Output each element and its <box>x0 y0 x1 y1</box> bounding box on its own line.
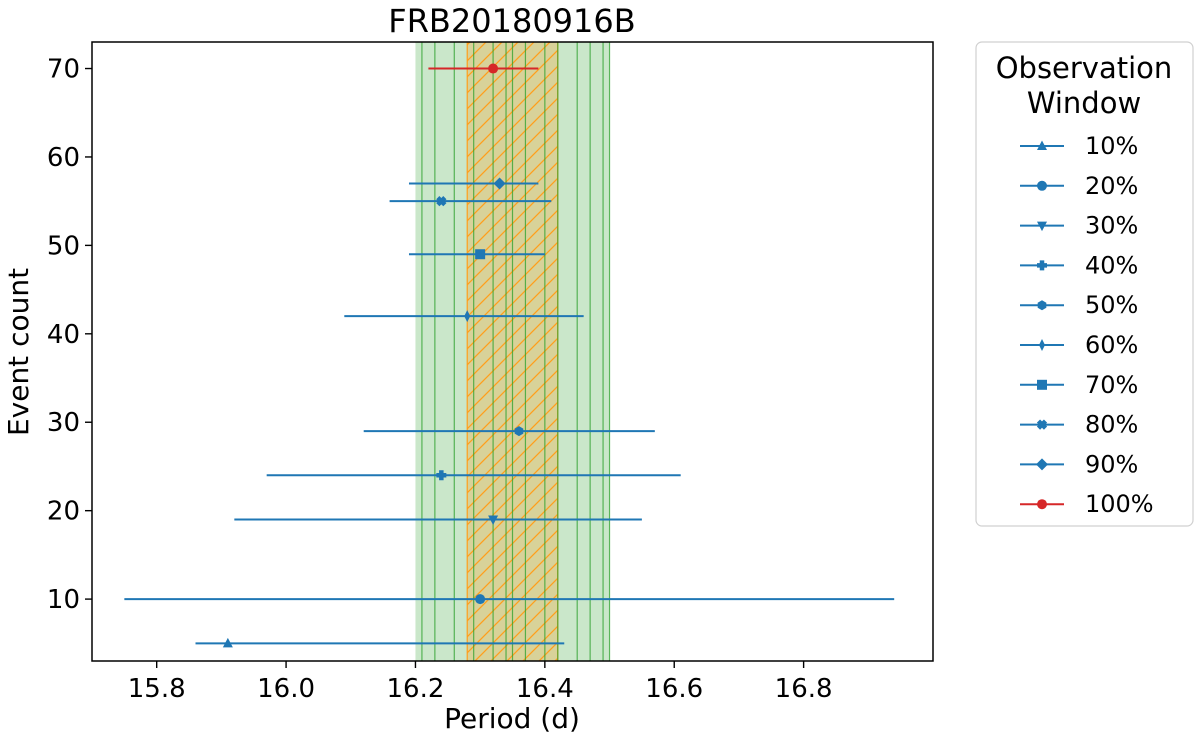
y-tick-label: 50 <box>47 231 80 261</box>
legend-entry-10pct: 10% <box>1020 132 1138 160</box>
data-point-60pct <box>464 310 471 323</box>
legend-title-line-2: Window <box>1027 86 1141 120</box>
legend-box <box>975 41 1194 527</box>
y-tick-label: 40 <box>47 320 80 350</box>
legend-entry-60pct: 60% <box>1020 331 1138 359</box>
legend-entry-30pct: 30% <box>1020 212 1138 240</box>
data-point-50pct <box>514 426 524 437</box>
legend-marker <box>1037 499 1047 510</box>
data-point-80pct <box>436 196 447 207</box>
legend-entry-20pct: 20% <box>1020 172 1138 200</box>
data-point-30pct <box>488 515 499 526</box>
legend-label: 100% <box>1085 490 1154 518</box>
data-point-10pct <box>222 637 233 648</box>
legend-entries: 10% 20% 30% 40% 50% 60% 70% 80% 90% 100% <box>1020 132 1154 518</box>
legend-marker <box>1039 339 1045 351</box>
legend-marker <box>1036 458 1048 471</box>
legend-entry-100pct: 100% <box>1020 490 1154 518</box>
legend-label: 30% <box>1085 212 1138 240</box>
y-tick-label: 10 <box>47 585 80 615</box>
data-point-40pct <box>436 470 447 481</box>
legend-marker <box>1037 180 1047 191</box>
legend-entry-40pct: 40% <box>1020 251 1138 279</box>
legend-label: 90% <box>1085 450 1138 478</box>
legend-marker <box>1037 260 1047 271</box>
y-tick-label: 20 <box>47 497 80 527</box>
x-tick-label: 16.6 <box>645 674 703 704</box>
legend-label: 60% <box>1085 331 1138 359</box>
plot-frame <box>91 41 934 662</box>
x-tick-label: 16.2 <box>387 674 445 704</box>
legend-marker <box>1037 221 1047 232</box>
x-tick-label: 15.8 <box>128 674 186 704</box>
data-point-70pct <box>475 249 486 260</box>
legend-entry-70pct: 70% <box>1020 371 1138 399</box>
x-tick-label: 16.8 <box>775 674 833 704</box>
period-bands <box>415 42 611 661</box>
chart-title: FRB20180916B <box>388 2 635 40</box>
data-point-100pct <box>488 63 499 74</box>
data-point-90pct <box>493 177 506 190</box>
x-tick-label: 16.4 <box>516 674 574 704</box>
legend: Observation Window 10% 20% 30% 40% 50% 60% 70%… <box>975 41 1194 527</box>
legend-label: 20% <box>1085 172 1138 200</box>
y-axis-ticks: 10 20 30 40 50 60 70 <box>47 55 92 615</box>
x-axis-title: Period (d) <box>444 702 580 735</box>
legend-marker-shape <box>1036 419 1048 430</box>
legend-label: 50% <box>1085 291 1138 319</box>
y-axis-title: Event count <box>2 268 35 436</box>
legend-marker <box>1037 300 1047 311</box>
legend-title-line-1: Observation <box>996 51 1173 85</box>
legend-entry-50pct: 50% <box>1020 291 1138 319</box>
legend-marker <box>1036 419 1048 430</box>
legend-entry-80pct: 80% <box>1020 411 1138 439</box>
x-axis-ticks: 15.8 16.0 16.2 16.4 16.6 16.8 <box>128 661 833 704</box>
legend-marker <box>1037 379 1047 390</box>
legend-marker <box>1037 140 1047 150</box>
data-point-80pct-shape <box>436 196 447 207</box>
legend-label: 10% <box>1085 132 1138 160</box>
x-tick-label: 16.0 <box>257 674 315 704</box>
legend-label: 70% <box>1085 371 1138 399</box>
legend-entry-90pct: 90% <box>1020 450 1138 478</box>
y-tick-label: 30 <box>47 408 80 438</box>
legend-label: 40% <box>1085 251 1138 279</box>
data-points <box>222 63 524 648</box>
y-tick-label: 70 <box>47 55 80 85</box>
legend-label: 80% <box>1085 411 1138 439</box>
data-point-20pct <box>475 594 486 605</box>
error-bars <box>124 67 895 645</box>
y-tick-label: 60 <box>47 143 80 173</box>
